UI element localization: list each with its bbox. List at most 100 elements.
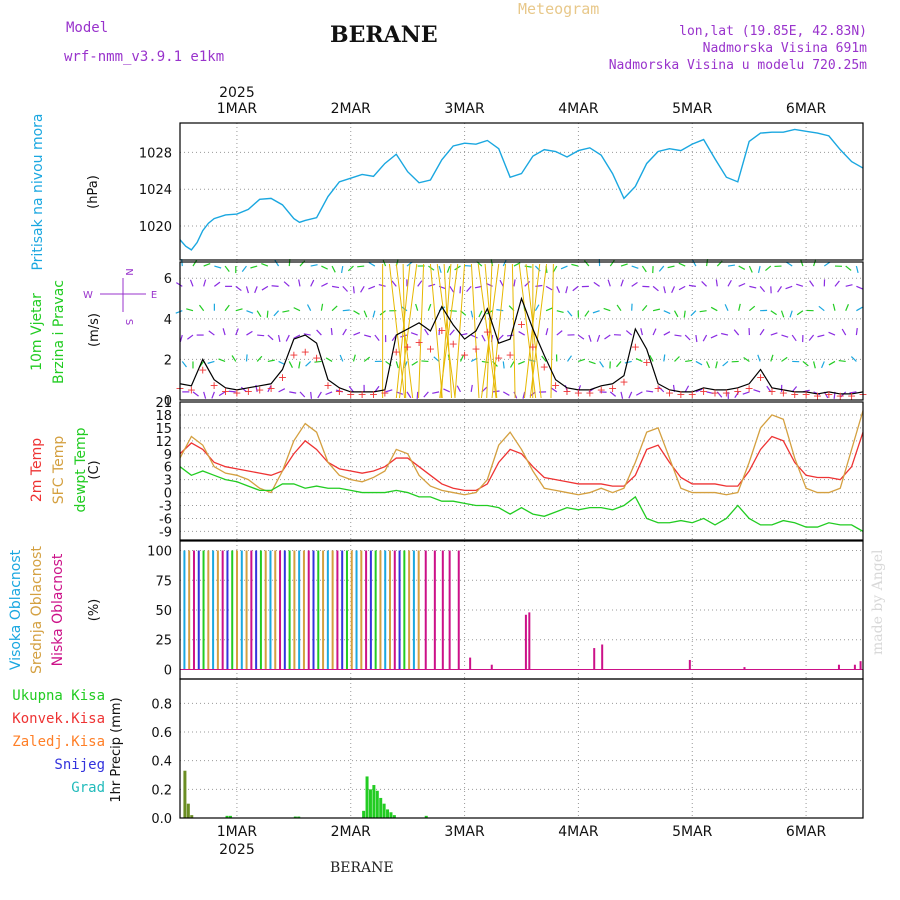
- wind-barb: [738, 265, 746, 270]
- wind-barb: [695, 388, 703, 393]
- wind-barb: [353, 310, 360, 315]
- wind-barb: [222, 328, 226, 336]
- wind-barb: [316, 329, 322, 336]
- cloud-bar: [317, 550, 320, 670]
- wind-barb: [577, 334, 585, 340]
- wind-barb: [187, 334, 194, 340]
- wind-barb: [502, 259, 507, 267]
- wind-barb: [186, 308, 194, 312]
- cloud-tick-3: 75: [155, 574, 172, 589]
- wind-barb: [845, 265, 852, 271]
- cloud-bar: [183, 550, 186, 670]
- cloud-bar: [216, 550, 219, 670]
- wind-barb: [449, 329, 455, 336]
- cloud-bar-low: [441, 550, 444, 670]
- wind-barb: [203, 262, 211, 267]
- wind-barb: [855, 328, 858, 336]
- wind-barb: [770, 354, 774, 362]
- cloud-bar: [245, 550, 248, 670]
- precip-bar: [424, 815, 428, 818]
- top-xtick-0: 1MAR: [217, 101, 258, 117]
- cloud-bar-low: [688, 659, 691, 670]
- wind-gust-marker: +: [847, 389, 856, 402]
- cloud-bar-low: [859, 661, 862, 670]
- cloud-bar: [197, 550, 200, 670]
- wind-barb: [658, 386, 665, 393]
- wind-barb: [427, 303, 432, 311]
- wind-barb: [663, 354, 666, 362]
- wind-gust-marker: +: [790, 388, 799, 401]
- wind-storm-streak: [439, 263, 459, 399]
- cloud-tick-0: 0: [164, 663, 172, 678]
- wind-barb: [663, 310, 671, 315]
- wind-barb: [759, 328, 765, 336]
- wind-barb: [470, 310, 474, 318]
- wind-barb: [599, 361, 605, 368]
- wind-barb: [395, 361, 399, 369]
- wind-barb: [456, 385, 462, 393]
- wind-barb: [635, 391, 643, 396]
- wind-barb: [828, 360, 836, 366]
- wind-barb: [363, 310, 368, 318]
- wind-tick-3: 6: [164, 272, 172, 287]
- precip-legend-1: Konvek.Kisa: [12, 711, 105, 727]
- wind-gust-marker: +: [574, 386, 583, 399]
- wind-barb: [278, 360, 286, 366]
- wind-barb: [550, 387, 558, 393]
- wind-gust-marker: +: [346, 388, 355, 401]
- wind-barb: [584, 310, 590, 317]
- wind-barb: [400, 334, 408, 338]
- cloud-bar: [302, 550, 305, 670]
- wind-barb: [565, 286, 569, 294]
- wind-barb: [266, 310, 269, 318]
- wind-storm-streak: [529, 263, 548, 399]
- wind-barb: [342, 285, 348, 292]
- wind-barb: [310, 279, 315, 287]
- cloud-bar: [336, 550, 339, 670]
- wind-barb: [278, 388, 286, 393]
- wind-barb: [721, 332, 729, 336]
- wind-barb: [374, 334, 380, 341]
- wind-barb: [342, 328, 347, 336]
- wind-gust-marker: +: [779, 386, 788, 399]
- precip-bar: [228, 815, 232, 818]
- precip-ylabel: 1hr Precip (mm): [109, 697, 124, 802]
- cloud-bar: [226, 550, 229, 670]
- wind-barb: [241, 265, 247, 273]
- wind-barb: [808, 334, 815, 341]
- wind-barb: [578, 358, 586, 363]
- wind-barb: [267, 385, 272, 393]
- wind-barb: [424, 328, 429, 336]
- temp-tick-7: 12: [155, 435, 172, 450]
- wind-barb: [245, 286, 249, 294]
- wind-barb: [733, 329, 740, 336]
- cloud-bar-low: [837, 664, 840, 670]
- wind-storm-streak: [399, 263, 418, 399]
- lonlat-label: lon,lat (19.85E, 42.83N): [679, 24, 867, 39]
- wind-barb: [246, 310, 254, 314]
- wind-barb: [497, 334, 504, 341]
- wind-gust-marker: +: [710, 386, 719, 399]
- wind-barb: [609, 259, 615, 267]
- wind-barb: [596, 334, 601, 342]
- cloud-side-label-1: Srednja Oblacnost: [29, 546, 45, 674]
- wind-barb: [235, 285, 242, 292]
- wind-barb: [785, 285, 793, 290]
- bottom-xtick-1: 2MAR: [331, 824, 372, 840]
- wind-gust-marker: +: [585, 386, 594, 399]
- wind-storm-streak: [491, 263, 507, 399]
- wind-barb: [348, 385, 354, 393]
- temp-ylabel: (C): [87, 460, 102, 479]
- wind-barb: [652, 328, 657, 336]
- compass-e: E: [151, 290, 157, 301]
- compass-s: S: [123, 319, 134, 325]
- wind-barb: [818, 305, 825, 312]
- panel-frame-2: [179, 401, 864, 541]
- cloud-bar-low: [490, 664, 493, 670]
- precip-tick-1: 0.2: [151, 783, 172, 798]
- wind-barb: [699, 310, 707, 313]
- cloud-bar: [393, 550, 396, 670]
- wind-gust-marker: +: [335, 385, 344, 398]
- wind-barb: [796, 310, 804, 316]
- temp-side-label-0: 2m Temp: [29, 438, 45, 502]
